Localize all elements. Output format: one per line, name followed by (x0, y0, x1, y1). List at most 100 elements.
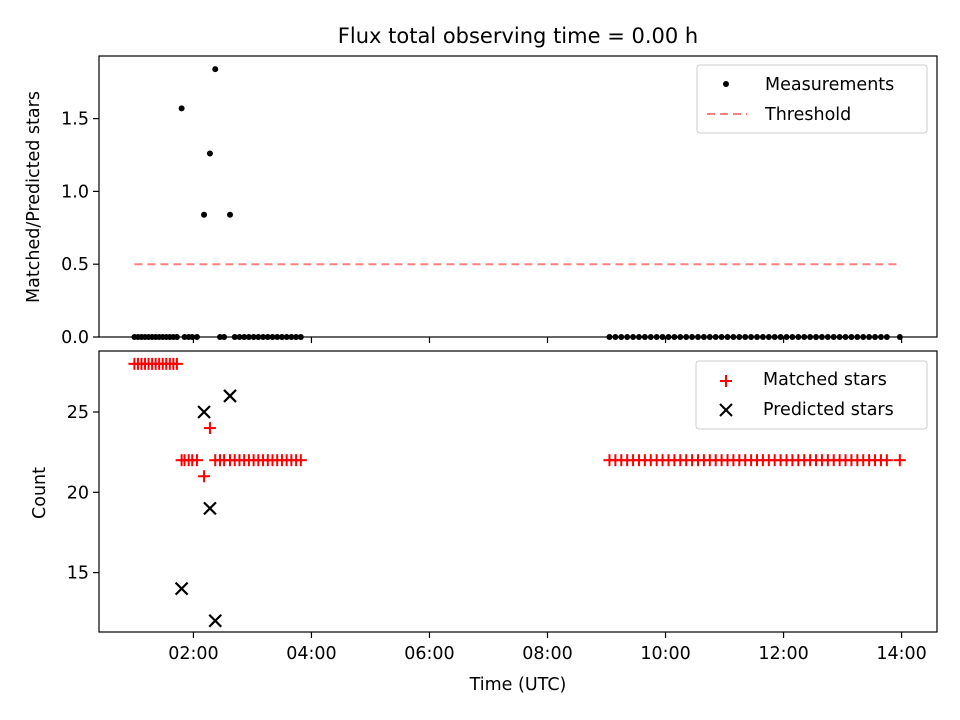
bottom-plot-frame (98, 350, 938, 633)
legend-matched-label: Matched stars (763, 370, 887, 390)
measurement-point (824, 334, 831, 340)
legend-measurements-label: Measurements (765, 75, 894, 95)
measurement-point (288, 334, 295, 340)
predicted-stars-point (223, 389, 237, 403)
measurement-point (854, 334, 861, 340)
measurement-point (274, 334, 281, 340)
measurement-point (896, 334, 903, 340)
measurement-point (624, 334, 631, 340)
top-y-tick-label: 1.0 (61, 182, 89, 202)
measurement-point (795, 334, 802, 340)
measurement-point (813, 334, 820, 340)
legend-predicted-label: Predicted stars (763, 400, 894, 420)
measurement-point (283, 334, 290, 340)
measurement-point (260, 334, 267, 340)
measurement-point (724, 334, 731, 340)
measurement-point (659, 334, 666, 340)
measurement-point (269, 334, 276, 340)
matched-stars-point (203, 422, 216, 435)
measurement-point (830, 334, 837, 340)
bottom-legend-box (695, 360, 928, 430)
measurement-point (836, 334, 843, 340)
measurement-point (216, 334, 223, 340)
measurement-point (730, 334, 737, 340)
bottom-marks (128, 357, 906, 628)
matched-stars-point (294, 454, 307, 467)
measurement-point (231, 334, 238, 340)
legend-threshold-label: Threshold (764, 105, 851, 125)
measurement-point (178, 105, 185, 112)
x-tick-label: 10:00 (640, 644, 690, 664)
measurement-point (818, 334, 825, 340)
bottom-legend: Matched stars Predicted stars (695, 360, 928, 430)
measurement-point (606, 334, 613, 340)
measurement-point (653, 334, 660, 340)
measurement-point (250, 334, 257, 340)
measurement-point (742, 334, 749, 340)
chart-title: Flux total observing time = 0.00 h (338, 24, 698, 48)
measurement-point (173, 334, 180, 340)
measurement-point (221, 334, 228, 340)
measurement-point (736, 334, 743, 340)
measurement-point (759, 334, 766, 340)
bottom-y-tick-label: 25 (67, 403, 89, 423)
measurement-point (718, 334, 725, 340)
top-legend: Measurements Threshold (696, 64, 928, 134)
top-y-axis-label: Matched/Predicted stars (24, 91, 44, 303)
predicted-stars-point (208, 613, 223, 628)
measurement-point (694, 334, 701, 340)
x-tick-label: 06:00 (404, 644, 454, 664)
top-panel: Matched/Predicted stars 0.0 0.5 1.0 1.5 Mea… (24, 55, 938, 348)
measurement-point (665, 334, 672, 340)
predicted-stars-point (197, 405, 211, 419)
top-marks (131, 66, 903, 340)
measurement-point (872, 334, 879, 340)
measurement-point (671, 334, 678, 340)
bottom-y-axis-label: Count (30, 467, 50, 519)
top-plot-frame (98, 55, 938, 338)
measurement-point (193, 334, 200, 340)
legend-matched-marker (720, 375, 732, 387)
measurement-point (689, 334, 696, 340)
x-tick-label: 04:00 (286, 644, 336, 664)
measurement-point (883, 334, 890, 340)
measurement-point (807, 334, 814, 340)
measurement-point (754, 334, 761, 340)
measurement-point (866, 334, 873, 340)
measurement-point (842, 334, 849, 340)
measurement-point (612, 334, 619, 340)
top-y-tick-label: 1.5 (61, 110, 89, 130)
legend-predicted-marker (719, 403, 733, 417)
top-y-tick-label: 0.0 (61, 328, 89, 348)
measurement-point (236, 334, 243, 340)
bottom-y-ticks: 15 20 25 (67, 403, 99, 584)
matched-stars-point (190, 454, 203, 467)
measurement-point (181, 334, 188, 340)
measurement-point (227, 211, 234, 218)
x-tick-label: 02:00 (168, 644, 218, 664)
matched-stars-point (880, 454, 893, 467)
measurement-point (706, 334, 713, 340)
measurement-point (848, 334, 855, 340)
measurement-point (635, 334, 642, 340)
measurement-point (264, 334, 271, 340)
measurement-point (255, 334, 262, 340)
measurement-point (801, 334, 808, 340)
measurement-point (241, 334, 248, 340)
measurement-point (748, 334, 755, 340)
measurement-point (700, 334, 707, 340)
top-legend-box (696, 64, 928, 134)
top-y-tick-label: 0.5 (61, 255, 89, 275)
x-tick-label: 12:00 (758, 644, 808, 664)
measurement-point (630, 334, 637, 340)
measurement-point (777, 334, 784, 340)
measurement-point (212, 66, 219, 73)
measurement-point (765, 334, 772, 340)
matched-stars-point (198, 470, 211, 483)
measurement-point (245, 334, 252, 340)
measurement-point (683, 334, 690, 340)
measurement-point (677, 334, 684, 340)
measurement-point (771, 334, 778, 340)
